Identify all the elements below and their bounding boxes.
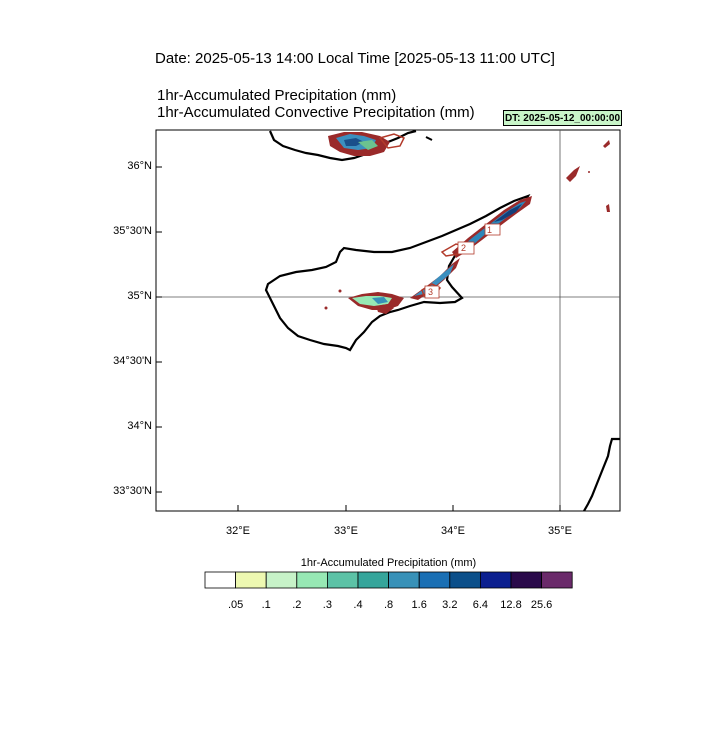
precip-subtitle: 1hr-Accumulated Precipitation (mm): [157, 87, 397, 104]
lat-label: 35°30'N: [113, 225, 152, 237]
legend-tick-label: .4: [353, 599, 363, 611]
legend-colorbar: [204, 571, 573, 589]
lon-ticks: [237, 505, 561, 511]
legend-tick-label: 12.8: [500, 599, 522, 611]
lat-label: 34°N: [127, 420, 152, 432]
convective-subtitle: 1hr-Accumulated Convective Precipitation…: [157, 104, 475, 121]
cyprus-coastline: [264, 193, 531, 352]
legend-swatch: [265, 571, 298, 589]
legend-tick-label: 6.4: [472, 599, 489, 611]
precip-troodos: [324, 283, 442, 314]
lon-label: 33°E: [334, 525, 358, 537]
date-title: Date: 2025-05-13 14:00 Local Time [2025-…: [155, 50, 555, 67]
legend-swatch: [326, 571, 359, 589]
legend-swatch: [418, 571, 451, 589]
lon-label: 32°E: [226, 525, 250, 537]
turkey-coastline: [268, 129, 417, 162]
contour-label: 3: [428, 287, 433, 297]
legend-title: 1hr-Accumulated Precipitation (mm): [300, 557, 477, 569]
turkey-coast-fragment: [425, 136, 433, 141]
legend-tick-label: .2: [292, 599, 302, 611]
legend-tick-label: .3: [322, 599, 332, 611]
legend-swatch: [449, 571, 481, 589]
contour-labels: 1 2 3: [424, 223, 501, 299]
lat-label: 35°N: [127, 290, 152, 302]
legend-tick-label: 1.6: [411, 599, 427, 611]
legend-swatch: [541, 571, 573, 589]
contour-label: 1: [487, 225, 492, 235]
map-frame: [155, 129, 621, 512]
dt-badge: DT: 2025-05-12_00:00:00: [503, 110, 622, 126]
contour-label: 2: [461, 243, 466, 253]
lat-label: 36°N: [127, 160, 152, 172]
precip-east-cells: [566, 140, 610, 212]
lat-ticks: [156, 166, 162, 493]
legend-swatch: [235, 571, 267, 589]
levant-coastline: [583, 437, 620, 512]
legend-swatch: [510, 571, 543, 589]
legend-swatch: [204, 571, 237, 589]
legend-tick-label: 3.2: [442, 599, 458, 611]
legend-tick-label: 25.6: [530, 599, 553, 611]
lon-label: 34°E: [441, 525, 465, 537]
legend-swatch: [296, 571, 328, 589]
lat-label: 33°30'N: [113, 485, 152, 497]
legend-tick-label: .8: [384, 599, 394, 611]
legend-tick-label: .05: [227, 599, 244, 611]
precip-turkey: [328, 132, 406, 156]
lat-label: 34°30'N: [113, 355, 152, 367]
legend-swatch: [388, 571, 420, 589]
legend-swatch: [479, 571, 512, 589]
lon-label: 35°E: [548, 525, 572, 537]
legend-tick-label: .1: [261, 599, 271, 611]
legend-swatch: [357, 571, 390, 589]
